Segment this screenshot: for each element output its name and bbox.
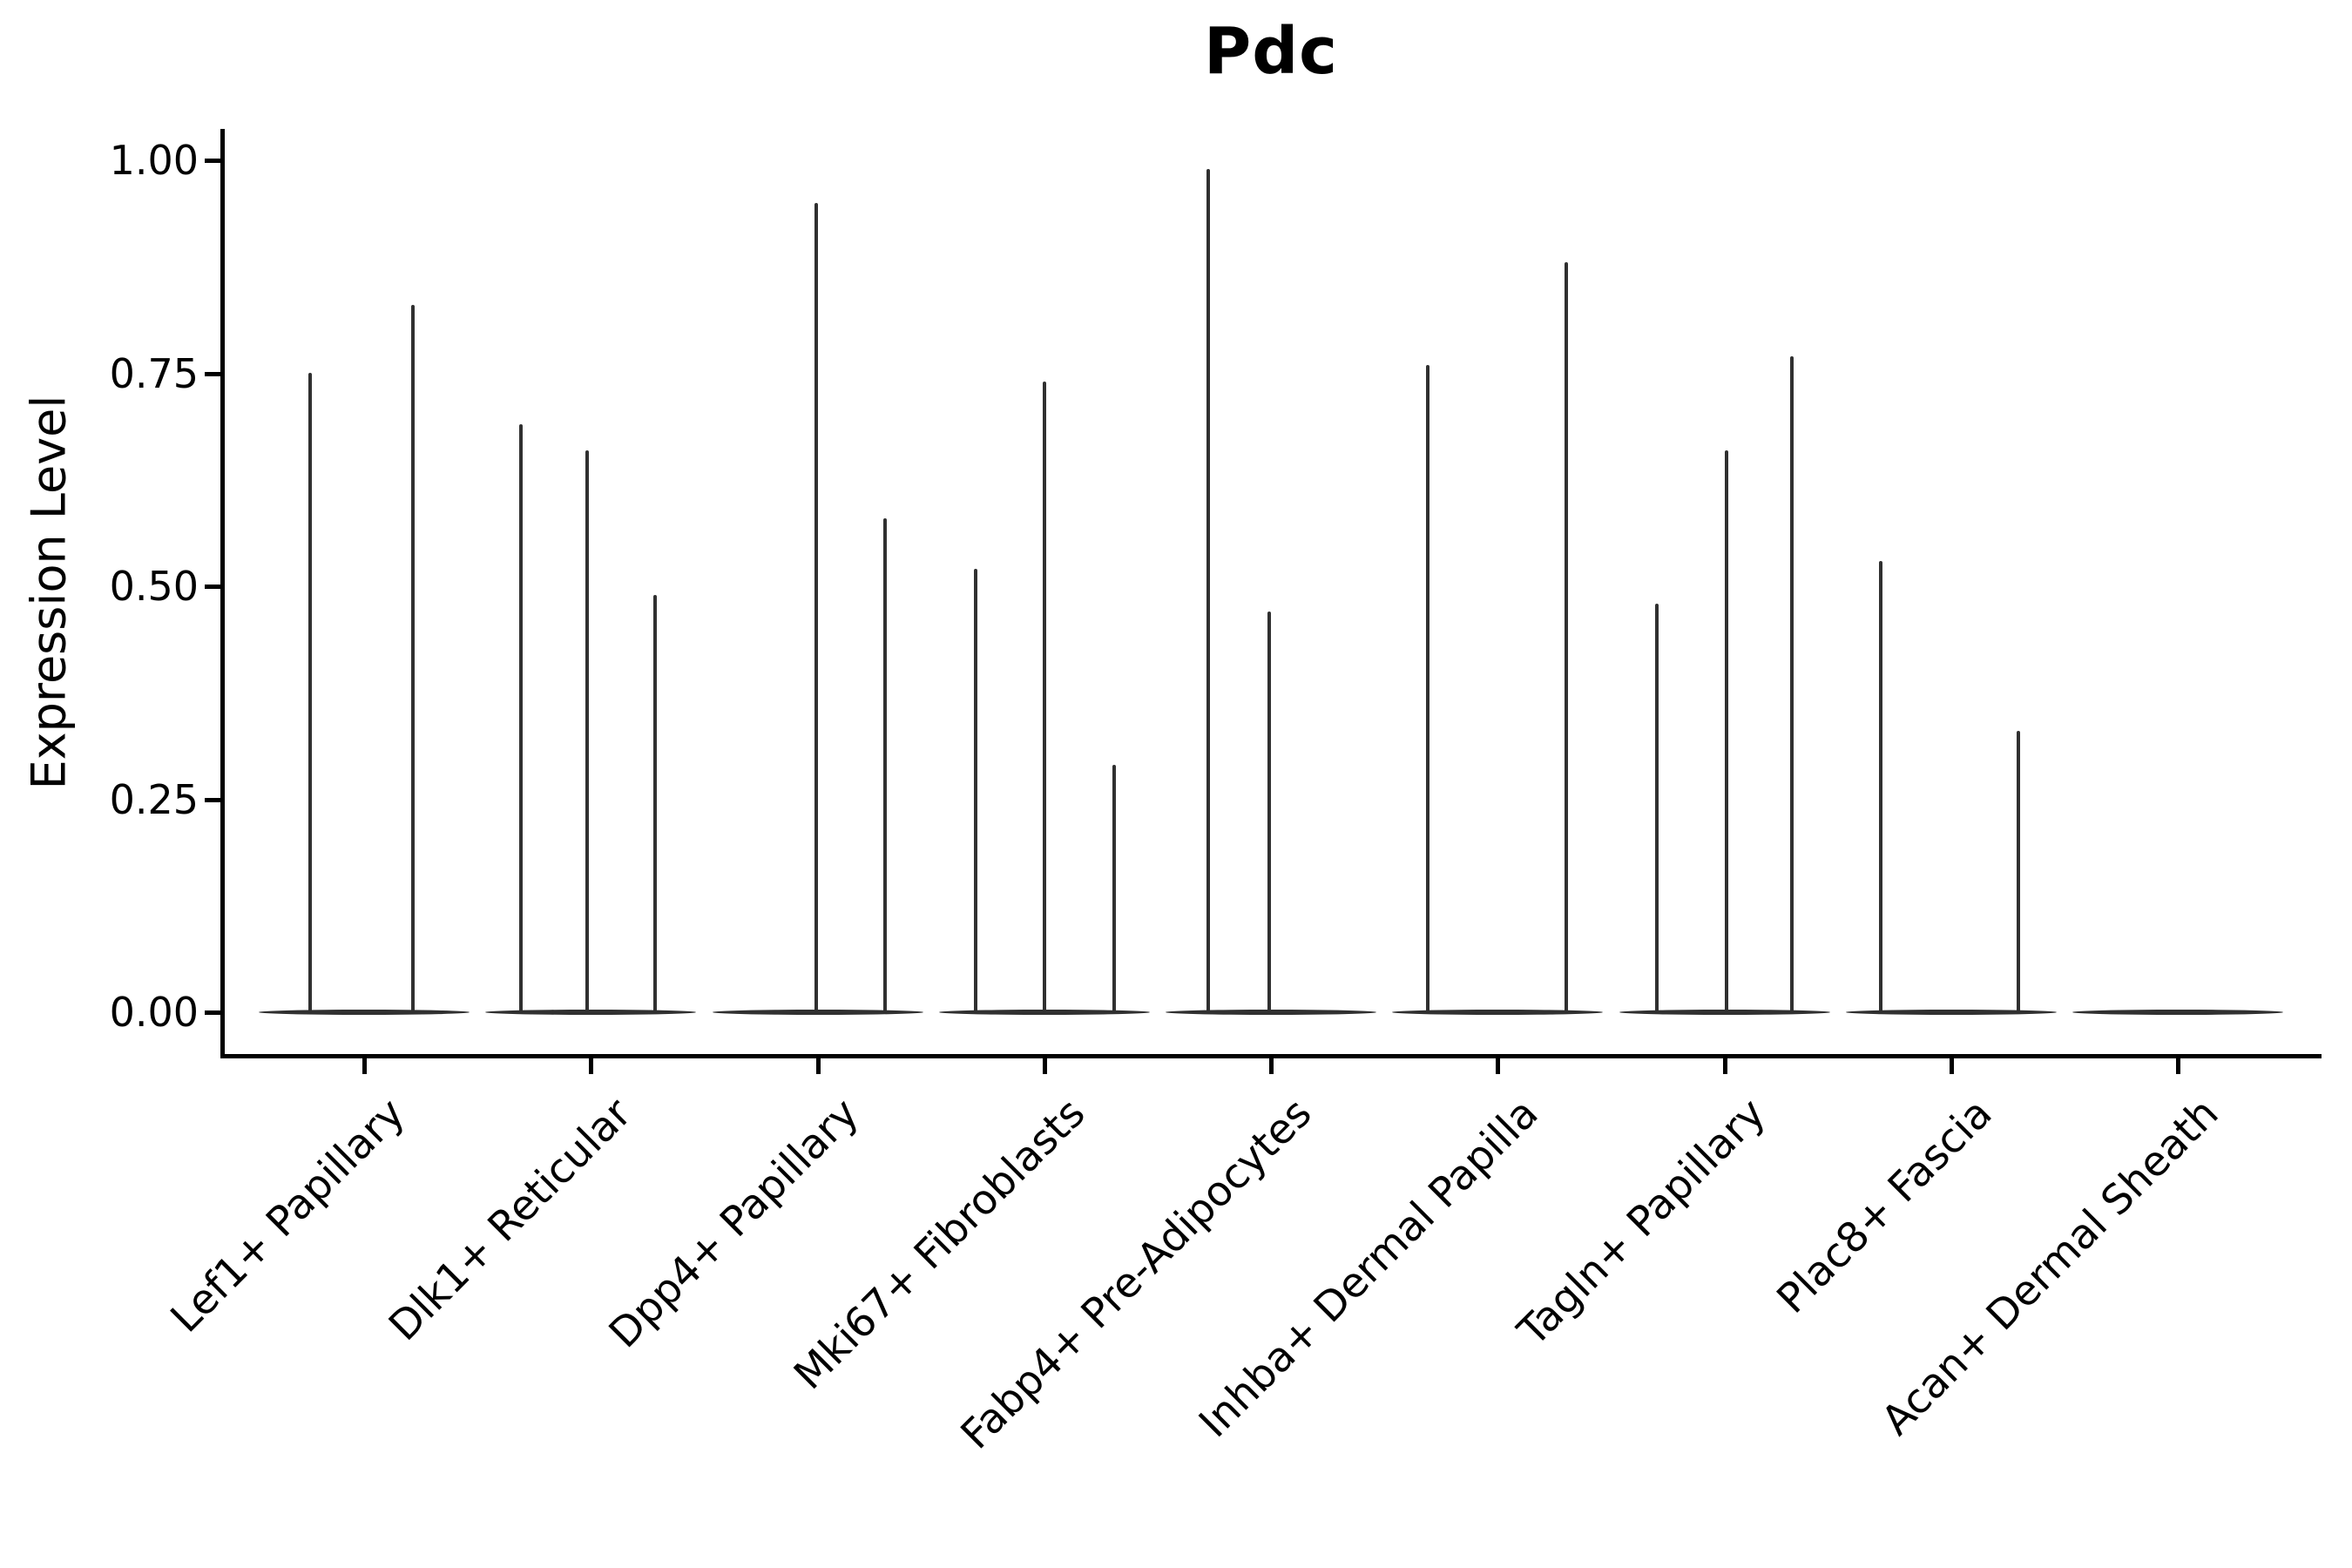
violin-spike [1112,765,1116,1012]
violin-spike [308,373,312,1012]
x-tick [815,1058,821,1074]
x-tick-label: Inhba+ Dermal Papilla [1190,1089,1548,1448]
x-tick-label: Dpp4+ Papillary [599,1089,868,1358]
x-tick [589,1058,594,1074]
y-tick-label: 0.75 [109,349,199,397]
x-axis-line [220,1054,2322,1058]
x-tick-label: Fabp4+ Pre-Adipocytes [951,1089,1321,1459]
violin-spike [1655,604,1659,1012]
violin-base [1392,1010,1604,1015]
violin-spike [1879,561,1882,1012]
violin-base [2072,1010,2283,1015]
x-tick [1042,1058,1047,1074]
x-tick-label: Mki67+ Fibroblasts [784,1089,1095,1399]
violin-base [938,1010,1150,1015]
violin-spike [1426,365,1429,1012]
x-tick [1496,1058,1501,1074]
y-tick-label: 0.25 [109,775,199,823]
violin-base [712,1010,923,1015]
violin-spike [883,518,887,1012]
violin-spike [1206,169,1210,1012]
violin-base [259,1010,470,1015]
y-tick [205,797,220,802]
violin-spike [653,595,657,1012]
violin-spike [411,305,415,1012]
x-tick [2176,1058,2180,1074]
x-tick-label: Tagln+ Papillary [1508,1089,1774,1355]
chart-title: Pdc [1203,14,1339,89]
y-tick [205,585,220,589]
violin-spike [814,203,818,1012]
y-tick [205,371,220,376]
y-tick-label: 0.50 [109,563,199,610]
violin-spike [2017,731,2020,1012]
x-tick-label: Dlk1+ Reticular [380,1089,641,1351]
violin-spike [1267,612,1271,1012]
x-tick [362,1058,367,1074]
violin-base [485,1010,697,1015]
violin-spike [974,569,977,1012]
violin-base [1166,1010,1376,1015]
x-tick-label: Plac8+ Fascia [1767,1089,2002,1323]
y-tick [205,159,220,163]
violin-spike [1043,382,1046,1012]
y-tick [205,1010,220,1015]
violin-spike [1565,262,1568,1012]
violin-base [1845,1010,2057,1015]
x-tick [1269,1058,1274,1074]
x-tick [1949,1058,1954,1074]
violin-base [1619,1010,1830,1015]
x-tick-label: Acan+ Dermal Sheath [1872,1089,2228,1445]
violin-spike [1790,356,1794,1012]
x-tick [1722,1058,1727,1074]
violin-spike [1725,450,1728,1012]
y-tick-label: 0.00 [109,989,199,1036]
violin-spike [519,424,523,1012]
y-axis-line [220,129,225,1058]
violin-spike [585,450,589,1012]
y-tick-label: 1.00 [109,137,199,184]
